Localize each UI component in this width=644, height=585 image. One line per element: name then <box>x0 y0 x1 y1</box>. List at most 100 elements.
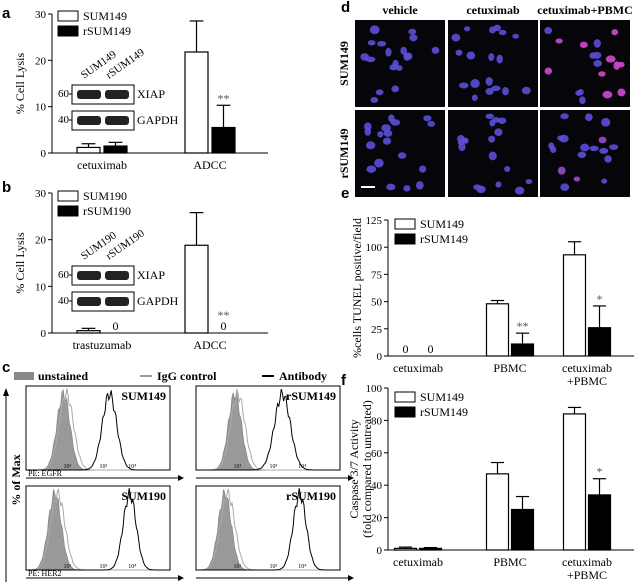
histogram-antibody <box>26 390 170 471</box>
cell-nucleus <box>374 158 384 168</box>
image-column-label: vehicle <box>382 3 418 17</box>
cell-nucleus <box>408 28 417 35</box>
y-tick-label: 0 <box>41 148 47 160</box>
cell-nucleus <box>617 61 625 68</box>
significance-label: ** <box>517 319 529 333</box>
x-axis-label: PE: HER2 <box>28 569 62 578</box>
y-axis-label: % Cell Lysis <box>13 232 27 294</box>
image-grid-d: vehicle cetuximab cetuximab+PBMC SUM149 rSUM… <box>337 3 633 197</box>
panel-letter-b: b <box>2 179 11 196</box>
cell-nucleus <box>495 181 502 188</box>
y-tick-label: 100 <box>366 383 383 395</box>
x-tick-label: cetuximab <box>562 555 612 569</box>
legend-swatch <box>57 205 79 217</box>
blot-band <box>105 116 129 125</box>
cell-nucleus <box>488 151 497 161</box>
histogram-title: rSUM190 <box>286 489 336 503</box>
cell-nucleus <box>471 94 478 101</box>
cell-nucleus <box>601 178 608 184</box>
cell-nucleus <box>579 96 586 105</box>
cell-nucleus <box>514 186 525 195</box>
cell-nucleus <box>403 52 413 60</box>
cell-nucleus <box>504 166 511 173</box>
histogram-antibody <box>26 488 170 571</box>
inset-mw-label: 60 <box>58 88 70 100</box>
cell-nucleus <box>409 34 418 42</box>
blot-band <box>77 90 101 99</box>
bar-rSUM149-2 <box>587 494 612 551</box>
cell-nucleus <box>382 137 392 145</box>
y-tick-label: 0 <box>41 328 47 340</box>
x-tick-label: 10³ <box>99 564 107 570</box>
x-tick-label: 10¹ <box>63 464 71 470</box>
cell-nucleus <box>609 144 619 150</box>
y-tick-label: 50 <box>371 297 383 309</box>
y-tick-label: 10 <box>35 281 47 293</box>
histogram-frame <box>25 385 171 471</box>
legend-swatch <box>394 391 416 403</box>
bar-SUM149-1 <box>485 303 510 357</box>
cell-nucleus <box>427 120 436 127</box>
cell-nucleus <box>560 113 569 120</box>
significance-label: 0 <box>221 319 227 333</box>
legend-swatch <box>57 190 79 202</box>
panel-letter-f: f <box>341 372 347 389</box>
bar-SUM190-1 <box>184 244 209 334</box>
y-tick-label: 20 <box>35 55 47 67</box>
cell-nucleus <box>360 53 370 61</box>
cell-nucleus <box>370 96 379 103</box>
cell-nucleus <box>497 117 507 124</box>
bar-SUM149-2 <box>562 413 587 551</box>
cell-nucleus <box>580 143 590 152</box>
cell-nucleus <box>403 185 411 192</box>
cell-nucleus <box>544 67 553 75</box>
image-row-label: rSUM149 <box>337 129 351 179</box>
panel-letter-d: d <box>341 0 350 16</box>
legend-label: SUM149 <box>83 9 127 23</box>
legend-swatch-unstained <box>14 372 34 380</box>
cell-nucleus <box>560 183 570 191</box>
cell-nucleus <box>473 184 482 190</box>
x-tick-label: cetuximab <box>393 361 443 375</box>
cell-nucleus <box>544 26 553 35</box>
cell-nucleus <box>462 137 469 144</box>
cell-nucleus <box>557 166 566 175</box>
y-tick-label: 10 <box>35 102 47 114</box>
y-tick-label: 20 <box>371 513 383 525</box>
cell-nucleus <box>458 82 469 89</box>
image-column-label: cetuximab <box>466 3 520 17</box>
cell-nucleus <box>525 179 533 185</box>
x-tick-label: ADCC <box>193 338 226 352</box>
y-tick-label: 60 <box>371 448 383 460</box>
y-tick-label: 40 <box>371 480 383 492</box>
blot-band <box>77 271 101 280</box>
histogram-antibody <box>196 488 340 571</box>
arrow-head <box>178 475 184 481</box>
cell-nucleus <box>400 46 407 55</box>
significance-label: * <box>597 292 603 306</box>
cell-nucleus <box>386 183 396 191</box>
blot-band <box>77 116 101 125</box>
cell-nucleus <box>431 46 440 54</box>
inset-mw-label: 60 <box>58 269 70 281</box>
cell-nucleus <box>557 135 564 141</box>
cell-nucleus <box>377 131 384 138</box>
x-axis-label: PE: EGFR <box>28 469 63 478</box>
x-tick-label: 10³ <box>269 564 277 570</box>
x-tick-label: +PBMC <box>567 374 607 388</box>
blot-band <box>105 271 129 280</box>
arrow-head <box>178 575 184 581</box>
cell-nucleus <box>491 85 501 92</box>
inset-band-label: XIAP <box>137 268 165 282</box>
x-tick-label: +PBMC <box>567 568 607 582</box>
bar-SUM149-1 <box>485 473 510 551</box>
chart-a: 0 10 20 30 % Cell Lysis cetuximab ADCC ** SUM149… <box>13 9 268 172</box>
panel-letter-c: c <box>2 359 10 376</box>
cell-nucleus <box>555 38 563 44</box>
cell-nucleus <box>602 90 613 99</box>
y-axis-label: Caspase 3/7 Activity <box>347 419 361 518</box>
bar-rSUM149-0 <box>103 145 128 154</box>
y-tick-label: 20 <box>35 235 47 247</box>
cell-nucleus <box>498 29 507 36</box>
cell-nucleus <box>381 124 391 132</box>
